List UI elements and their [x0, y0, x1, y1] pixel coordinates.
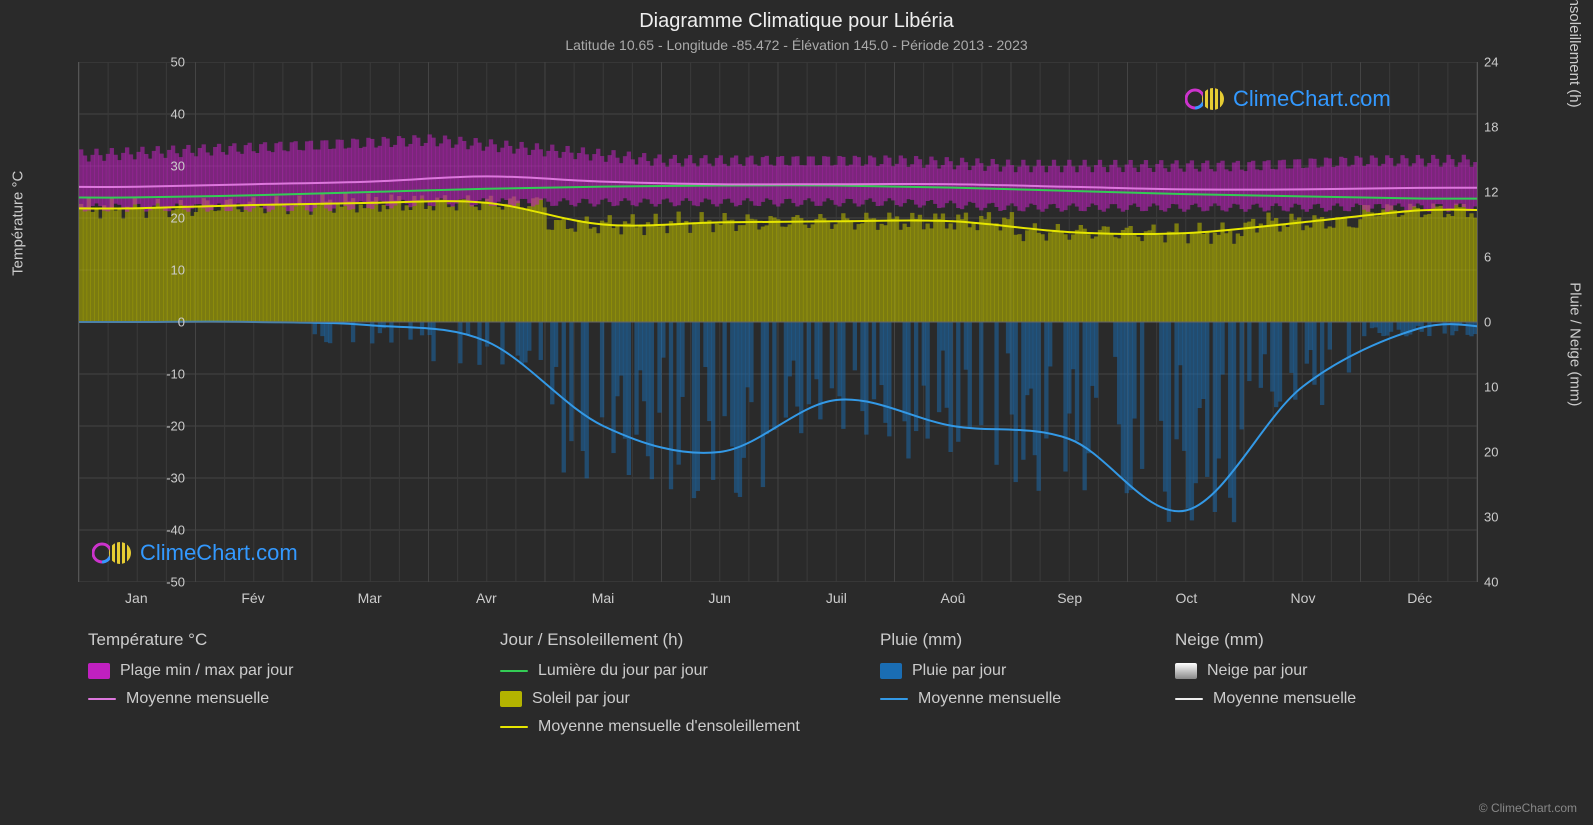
- legend-temperature: Température °C Plage min / max par jour …: [88, 630, 293, 718]
- y-tick-left: 30: [145, 159, 185, 174]
- y-tick-right: 6: [1484, 250, 1491, 265]
- y-tick-right: 10: [1484, 380, 1498, 395]
- legend-temp-avg: Moyenne mensuelle: [88, 690, 293, 708]
- logo-icon: [92, 540, 134, 566]
- legend-snow-header: Neige (mm): [1175, 630, 1356, 650]
- x-tick-month: Oct: [1175, 590, 1197, 606]
- chart-subtitle: Latitude 10.65 - Longitude -85.472 - Élé…: [0, 33, 1593, 53]
- y-tick-right: 30: [1484, 510, 1498, 525]
- x-tick-month: Jan: [125, 590, 148, 606]
- chart-svg: [79, 62, 1477, 582]
- legend-label: Moyenne mensuelle: [126, 690, 269, 708]
- y-axis-right-bottom-title: Pluie / Neige (mm): [1567, 282, 1584, 406]
- legend-line-icon: [500, 670, 528, 672]
- watermark-bottom: ClimeChart.com: [92, 540, 298, 566]
- chart-title: Diagramme Climatique pour Libéria: [0, 0, 1593, 33]
- legend-rain: Pluie (mm) Pluie par jour Moyenne mensue…: [880, 630, 1061, 718]
- legend-label: Pluie par jour: [912, 662, 1006, 680]
- legend-sun: Soleil par jour: [500, 690, 800, 708]
- climate-chart: Diagramme Climatique pour Libéria Latitu…: [0, 0, 1593, 825]
- x-tick-month: Mai: [592, 590, 615, 606]
- watermark-top: ClimeChart.com: [1185, 86, 1391, 112]
- legend-sunavg: Moyenne mensuelle d'ensoleillement: [500, 718, 800, 736]
- legend-label: Soleil par jour: [532, 690, 630, 708]
- x-tick-month: Aoû: [941, 590, 966, 606]
- legend-rain-daily: Pluie par jour: [880, 662, 1061, 680]
- legend-snow-daily: Neige par jour: [1175, 662, 1356, 680]
- legend-daylight: Lumière du jour par jour: [500, 662, 800, 680]
- y-axis-left-title: Température °C: [10, 171, 27, 276]
- y-tick-left: 10: [145, 263, 185, 278]
- logo-icon: [1185, 86, 1227, 112]
- y-tick-left: 0: [145, 315, 185, 330]
- legend-label: Lumière du jour par jour: [538, 662, 708, 680]
- copyright-text: © ClimeChart.com: [1479, 801, 1577, 815]
- x-tick-month: Mar: [358, 590, 382, 606]
- x-tick-month: Déc: [1407, 590, 1432, 606]
- legend-temp-header: Température °C: [88, 630, 293, 650]
- x-tick-month: Juil: [826, 590, 847, 606]
- watermark-text: ClimeChart.com: [140, 540, 298, 566]
- y-tick-right: 0: [1484, 315, 1491, 330]
- y-tick-right: 12: [1484, 185, 1498, 200]
- plot-area: [78, 62, 1478, 582]
- y-tick-left: -50: [145, 575, 185, 590]
- legend-rain-avg: Moyenne mensuelle: [880, 690, 1061, 708]
- y-tick-left: 50: [145, 55, 185, 70]
- x-tick-month: Nov: [1291, 590, 1316, 606]
- legend-snow-avg: Moyenne mensuelle: [1175, 690, 1356, 708]
- x-tick-month: Avr: [476, 590, 497, 606]
- y-tick-left: 20: [145, 211, 185, 226]
- legend-day-header: Jour / Ensoleillement (h): [500, 630, 800, 650]
- legend-label: Plage min / max par jour: [120, 662, 293, 680]
- y-tick-left: -40: [145, 523, 185, 538]
- y-tick-right: 20: [1484, 445, 1498, 460]
- legend-line-icon: [880, 698, 908, 700]
- y-tick-right: 24: [1484, 55, 1498, 70]
- legend-swatch-icon: [500, 691, 522, 707]
- y-tick-left: -10: [145, 367, 185, 382]
- legend-label: Moyenne mensuelle: [1213, 690, 1356, 708]
- y-tick-right: 40: [1484, 575, 1498, 590]
- legend-swatch-icon: [880, 663, 902, 679]
- x-tick-month: Jun: [708, 590, 731, 606]
- x-tick-month: Fév: [241, 590, 264, 606]
- legend-line-icon: [500, 726, 528, 728]
- legend-label: Moyenne mensuelle: [918, 690, 1061, 708]
- legend-line-icon: [1175, 698, 1203, 700]
- legend-swatch-icon: [1175, 663, 1197, 679]
- legend-temp-range: Plage min / max par jour: [88, 662, 293, 680]
- y-axis-right-top-title: Jour / Ensoleillement (h): [1567, 0, 1584, 108]
- legend-rain-header: Pluie (mm): [880, 630, 1061, 650]
- legend-label: Moyenne mensuelle d'ensoleillement: [538, 718, 800, 736]
- legend-line-icon: [88, 698, 116, 700]
- legend-snow: Neige (mm) Neige par jour Moyenne mensue…: [1175, 630, 1356, 718]
- watermark-text: ClimeChart.com: [1233, 86, 1391, 112]
- x-tick-month: Sep: [1057, 590, 1082, 606]
- legend-daylight: Jour / Ensoleillement (h) Lumière du jou…: [500, 630, 800, 746]
- y-tick-left: -20: [145, 419, 185, 434]
- legend-label: Neige par jour: [1207, 662, 1308, 680]
- legend-swatch-icon: [88, 663, 110, 679]
- y-tick-left: 40: [145, 107, 185, 122]
- y-tick-right: 18: [1484, 120, 1498, 135]
- y-tick-left: -30: [145, 471, 185, 486]
